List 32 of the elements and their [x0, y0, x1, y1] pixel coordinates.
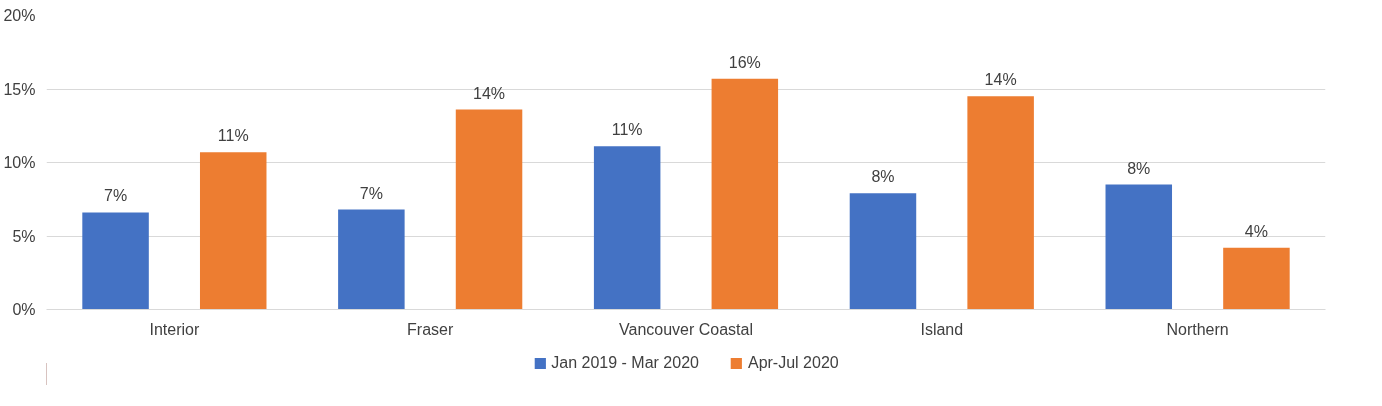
legend-label: Apr-Jul 2020: [747, 353, 839, 372]
bar: [1105, 184, 1173, 310]
bar: [1223, 247, 1290, 310]
y-tick-label: 15%: [3, 80, 36, 98]
x-tick-label: Interior: [149, 320, 200, 338]
data-label: 16%: [728, 53, 761, 71]
bar: [711, 78, 779, 310]
bar: [593, 146, 661, 310]
data-label: 11%: [217, 127, 249, 145]
bar: [338, 209, 405, 310]
data-label: 8%: [1127, 159, 1151, 177]
bar: [455, 109, 523, 310]
x-tick-label: Northern: [1166, 320, 1229, 338]
y-tick-label: 0%: [12, 301, 36, 318]
x-tick-label: Vancouver Coastal: [619, 320, 753, 338]
y-tick-label: 5%: [12, 227, 36, 245]
data-label: 7%: [104, 187, 128, 205]
bar: [199, 152, 267, 310]
y-tick-label: 20%: [3, 7, 36, 24]
data-label: 4%: [1244, 222, 1268, 240]
bar: [849, 193, 917, 310]
bar: [967, 96, 1034, 310]
data-label: 11%: [611, 121, 643, 139]
x-tick-label: Island: [920, 320, 964, 338]
data-label: 8%: [871, 168, 895, 186]
data-label: 14%: [984, 71, 1017, 89]
data-label: 7%: [359, 184, 383, 202]
x-tick-label: Fraser: [407, 320, 454, 338]
y-tick-label: 10%: [3, 154, 36, 171]
bar: [82, 212, 149, 310]
legend-label: Jan 2019 - Mar 2020: [551, 353, 699, 372]
data-label: 14%: [473, 84, 506, 102]
